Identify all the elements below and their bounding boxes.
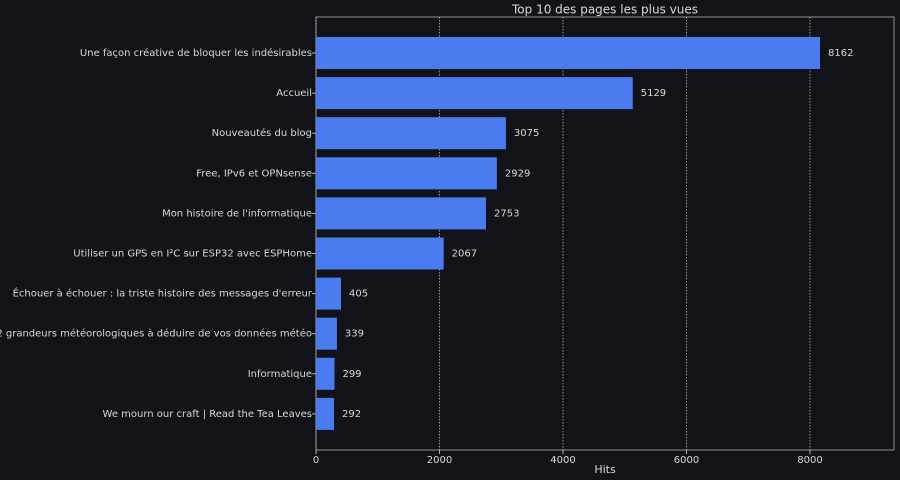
value-label: 3075: [514, 128, 539, 139]
y-tick-label: Accueil: [276, 88, 312, 99]
value-label: 339: [345, 329, 364, 340]
y-tick-label: 42 grandeurs météorologiques à déduire d…: [0, 328, 312, 340]
bar: [316, 397, 335, 430]
y-tick-label: We mourn our craft | Read the Tea Leaves: [103, 409, 312, 420]
bar: [316, 157, 497, 190]
x-tick-label: 2000: [427, 455, 452, 466]
bar: [316, 117, 506, 150]
x-tick-label: 6000: [674, 455, 699, 466]
bar: [316, 197, 487, 230]
value-label: 292: [342, 409, 361, 420]
value-label: 405: [349, 289, 368, 300]
chart-title: Top 10 des pages les plus vues: [511, 3, 698, 17]
value-label: 2753: [494, 208, 519, 219]
y-tick-label: Nouveautés du blog: [212, 127, 312, 139]
value-label: 2929: [505, 168, 530, 179]
x-tick-label: 4000: [550, 455, 575, 466]
bar: [316, 317, 337, 350]
y-tick-label: Une façon créative de bloquer les indési…: [80, 47, 312, 59]
x-axis-label: Hits: [594, 463, 616, 476]
y-tick-label: Utiliser un GPS en I²C sur ESP32 avec ES…: [73, 249, 312, 260]
value-label: 2067: [452, 249, 477, 260]
y-tick-label: Échouer à échouer : la triste histoire d…: [13, 287, 313, 300]
bar: [316, 277, 342, 310]
bar: [316, 357, 335, 390]
value-label: 8162: [828, 48, 853, 59]
x-tick-label: 8000: [797, 455, 822, 466]
x-tick-label: 0: [313, 455, 319, 466]
bar: [316, 77, 633, 110]
y-tick-label: Free, IPv6 et OPNsense: [196, 168, 312, 179]
bar: [316, 237, 444, 270]
bar: [316, 37, 821, 69]
y-tick-label: Informatique: [248, 369, 312, 380]
y-tick-label: Mon histoire de l'informatique: [162, 208, 312, 219]
value-label: 5129: [641, 88, 666, 99]
value-label: 299: [342, 369, 361, 380]
